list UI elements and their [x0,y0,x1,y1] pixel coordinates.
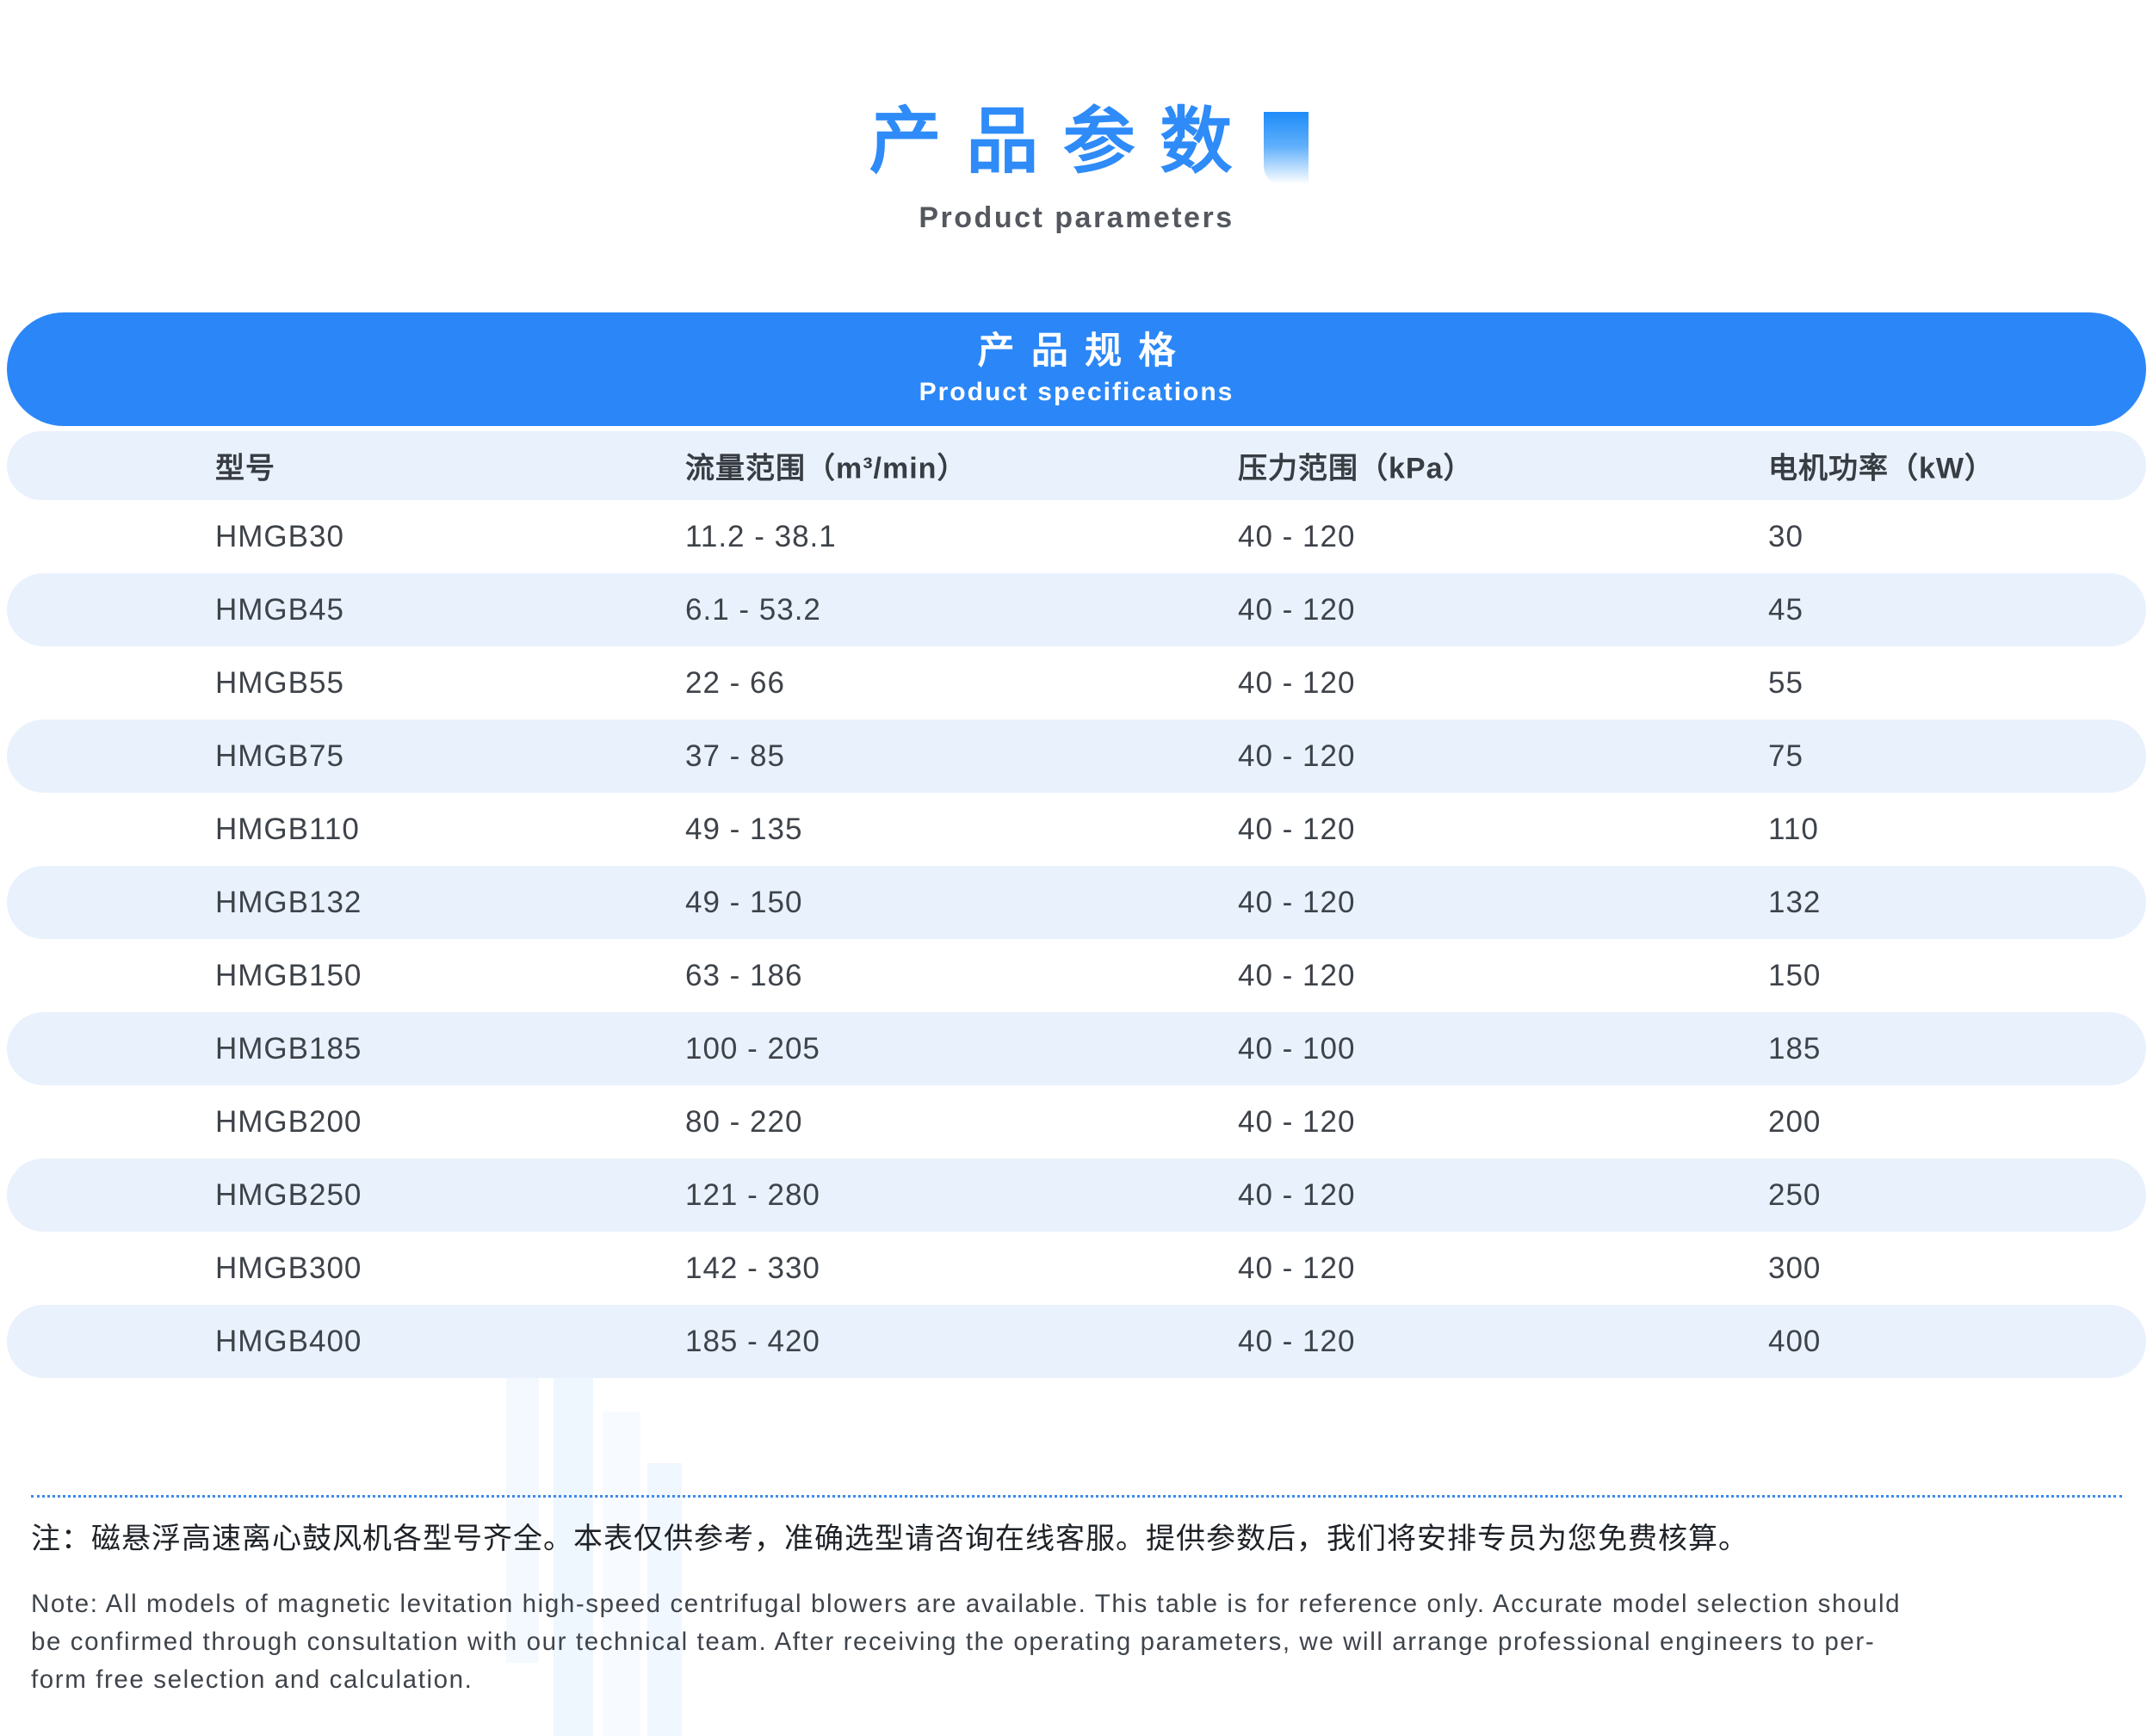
cell-power: 30 [1768,519,1803,553]
cell-pressure: 40 - 120 [1238,592,1356,627]
cell-flow: 121 - 280 [685,1177,820,1212]
cell-flow: 49 - 135 [685,812,803,846]
cell-model: HMGB132 [215,885,362,919]
cell-flow: 11.2 - 38.1 [685,519,837,553]
cell-power: 45 [1768,592,1803,627]
watermark-bar [506,1325,539,1663]
column-header-power: 电机功率（kW） [1768,452,1995,485]
cell-pressure: 40 - 100 [1238,1031,1356,1066]
spec-banner-subtitle: Product specifications [919,378,1234,406]
cell-flow: 63 - 186 [685,958,803,992]
page-title: 产品参数 [869,101,1257,182]
page-header: 产品参数 Product parameters [0,0,2153,235]
table-row: HMGB400 185 - 420 40 - 120 400 [7,1305,2146,1378]
cell-flow: 80 - 220 [685,1104,803,1139]
cell-pressure: 40 - 120 [1238,519,1356,553]
watermark-bar [603,1412,640,1736]
cell-power: 185 [1768,1031,1822,1066]
cell-flow: 142 - 330 [685,1251,820,1285]
table-row: HMGB110 49 - 135 40 - 120 110 [7,793,2146,866]
cell-pressure: 40 - 120 [1238,812,1356,846]
cell-pressure: 40 - 120 [1238,665,1356,700]
cell-pressure: 40 - 120 [1238,958,1356,992]
cell-flow: 185 - 420 [685,1324,820,1358]
table-row: HMGB45 6.1 - 53.2 40 - 120 45 [7,573,2146,646]
cell-model: HMGB400 [215,1324,362,1358]
gradient-square-icon [1263,112,1309,188]
column-header-model: 型号 [215,452,275,485]
table-row: HMGB300 142 - 330 40 - 120 300 [7,1232,2146,1305]
note-en-line: form free selection and calculation. [31,1665,473,1694]
page-subtitle: Product parameters [919,201,1234,234]
spec-banner: 产品规格 Product specifications [7,312,2146,426]
cell-model: HMGB55 [215,665,344,700]
cell-pressure: 40 - 120 [1238,1324,1356,1358]
cell-power: 200 [1768,1104,1822,1139]
spec-table: 型号 流量范围（m³/min） 压力范围（kPa） 电机功率（kW） HMGB3… [7,431,2146,1378]
cell-model: HMGB45 [215,592,344,627]
cell-model: HMGB200 [215,1104,362,1139]
cell-pressure: 40 - 120 [1238,885,1356,919]
cell-pressure: 40 - 120 [1238,1177,1356,1212]
note-en-line: be confirmed through consultation with o… [31,1628,1876,1656]
table-row: HMGB132 49 - 150 40 - 120 132 [7,866,2146,939]
cell-model: HMGB185 [215,1031,362,1066]
cell-flow: 49 - 150 [685,885,803,919]
cell-power: 55 [1768,665,1803,700]
table-row: HMGB250 121 - 280 40 - 120 250 [7,1158,2146,1232]
cell-power: 150 [1768,958,1822,992]
table-row: HMGB55 22 - 66 40 - 120 55 [7,646,2146,720]
spec-banner-title: 产品规格 [977,331,1192,372]
table-row: HMGB75 37 - 85 40 - 120 75 [7,720,2146,793]
cell-flow: 37 - 85 [685,738,785,773]
cell-power: 250 [1768,1177,1822,1212]
table-row: HMGB185 100 - 205 40 - 100 185 [7,1012,2146,1085]
cell-pressure: 40 - 120 [1238,738,1356,773]
cell-flow: 22 - 66 [685,665,785,700]
dotted-divider [31,1495,2122,1498]
cell-model: HMGB110 [215,812,360,846]
column-header-pressure: 压力范围（kPa） [1238,452,1474,485]
cell-model: HMGB250 [215,1177,362,1212]
cell-power: 300 [1768,1251,1822,1285]
cell-pressure: 40 - 120 [1238,1251,1356,1285]
watermark-bar [554,1325,593,1736]
note-zh: 注：磁悬浮高速离心鼓风机各型号齐全。本表仅供参考，准确选型请咨询在线客服。提供参… [31,1523,1748,1555]
cell-power: 400 [1768,1324,1822,1358]
cell-power: 110 [1768,812,1819,846]
column-header-flow: 流量范围（m³/min） [685,452,968,485]
cell-model: HMGB30 [215,519,344,553]
cell-pressure: 40 - 120 [1238,1104,1356,1139]
note-en-line: Note: All models of magnetic levitation … [31,1590,1902,1618]
cell-flow: 100 - 205 [685,1031,820,1066]
cell-model: HMGB75 [215,738,344,773]
cell-power: 75 [1768,738,1803,773]
table-row: HMGB200 80 - 220 40 - 120 200 [7,1085,2146,1158]
watermark-bar [647,1463,682,1736]
cell-power: 132 [1768,885,1822,919]
cell-flow: 6.1 - 53.2 [685,592,821,627]
table-row: HMGB30 11.2 - 38.1 40 - 120 30 [7,500,2146,573]
table-header-row: 型号 流量范围（m³/min） 压力范围（kPa） 电机功率（kW） [7,431,2146,500]
table-row: HMGB150 63 - 186 40 - 120 150 [7,939,2146,1012]
cell-model: HMGB300 [215,1251,362,1285]
cell-model: HMGB150 [215,958,362,992]
note-en: Note: All models of magnetic levitation … [31,1585,2122,1699]
